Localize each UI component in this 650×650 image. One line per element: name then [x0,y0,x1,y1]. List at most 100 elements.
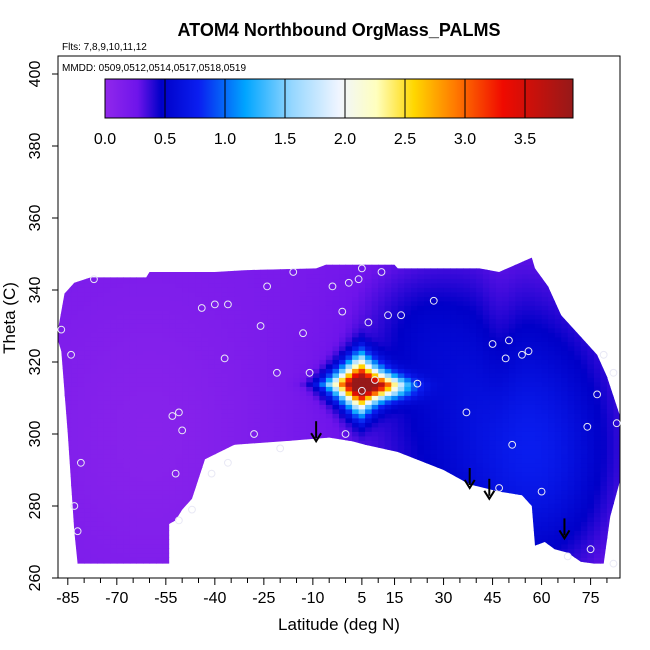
heatmap-cell [306,309,314,315]
heatmap-cell [273,305,281,311]
heatmap-cell [175,534,183,540]
heatmap-cell [319,408,327,414]
heatmap-cell [443,377,451,383]
heatmap-cell [482,264,490,270]
heatmap-cell [247,471,255,477]
heatmap-cell [129,381,137,387]
heatmap-cell [254,422,262,428]
heatmap-cell [175,278,183,284]
heatmap-cell [508,525,516,531]
heatmap-cell [312,287,320,293]
heatmap-cell [123,287,131,293]
heatmap-cell [175,354,183,360]
heatmap-cell [495,269,503,275]
heatmap-cell [103,417,111,423]
heatmap-cell [175,395,183,401]
heatmap-cell [437,453,445,459]
heatmap-cell [384,444,392,450]
heatmap-cell [267,426,275,432]
heatmap-cell [58,516,66,522]
heatmap-cell [136,269,144,275]
heatmap-cell [482,309,490,315]
heatmap-cell [195,314,203,320]
heatmap-cell [208,336,216,342]
heatmap-cell [175,399,183,405]
heatmap-cell [208,399,216,405]
heatmap-cell [358,291,366,297]
heatmap-cell [489,287,497,293]
heatmap-cell [84,494,92,500]
heatmap-cell [273,296,281,302]
heatmap-cell [299,453,307,459]
heatmap-cell [64,543,72,549]
heatmap-cell [169,453,177,459]
heatmap-cell [443,264,451,270]
heatmap-cell [404,381,412,387]
heatmap-cell [358,471,366,477]
heatmap-cell [450,260,458,266]
heatmap-cell [417,260,425,266]
heatmap-cell [71,341,79,347]
heatmap-cell [371,534,379,540]
heatmap-cell [182,381,190,387]
heatmap-cell [247,548,255,554]
heatmap-cell [352,345,360,351]
heatmap-cell [443,413,451,419]
heatmap-cell [372,566,379,571]
heatmap-cell [365,449,373,455]
heatmap-cell [358,314,366,320]
heatmap-cell [169,543,177,549]
heatmap-cell [58,332,66,338]
heatmap-cell [508,548,516,554]
heatmap-cell [90,354,98,360]
heatmap-cell [149,363,157,369]
heatmap-cell [208,345,216,351]
heatmap-cell [299,269,307,275]
heatmap-cell [502,291,510,297]
heatmap-cell [149,305,157,311]
heatmap-cell [312,359,320,365]
heatmap-cell [515,476,523,482]
heatmap-cell [325,395,333,401]
heatmap-cell [129,287,137,293]
heatmap-cell [437,458,445,464]
heatmap-cell [384,345,392,351]
heatmap-cell [306,257,314,261]
heatmap-cell [378,503,386,509]
heatmap-cell [424,257,432,261]
heatmap-cell [378,390,386,396]
heatmap-cell [371,314,379,320]
heatmap-cell [182,282,190,288]
heatmap-cell [143,309,151,315]
heatmap-cell [397,552,405,558]
heatmap-cell [182,372,190,378]
heatmap-cell [430,368,438,374]
heatmap-cell [437,462,445,468]
heatmap-cell [84,408,92,414]
heatmap-cell [450,318,458,324]
heatmap-cell [371,435,379,441]
heatmap-cell [456,521,464,527]
heatmap-cell [214,336,222,342]
heatmap-cell [123,309,131,315]
heatmap-cell [489,386,497,392]
heatmap-cell [208,435,216,441]
heatmap-cell [450,408,458,414]
heatmap-cell [489,422,497,428]
heatmap-cell [208,350,216,356]
heatmap-cell [136,363,144,369]
heatmap-cell [469,525,477,531]
heatmap-cell [221,251,228,256]
heatmap-cell [195,516,203,522]
heatmap-cell [247,521,255,527]
heatmap-cell [319,548,327,554]
heatmap-cell [280,278,288,284]
heatmap-cell [227,494,235,500]
heatmap-cell [410,431,418,437]
heatmap-cell [149,273,157,279]
heatmap-cell [123,251,130,256]
heatmap-cell [143,408,151,414]
heatmap-cell [384,336,392,342]
heatmap-cell [456,498,464,504]
heatmap-cell [156,305,164,311]
